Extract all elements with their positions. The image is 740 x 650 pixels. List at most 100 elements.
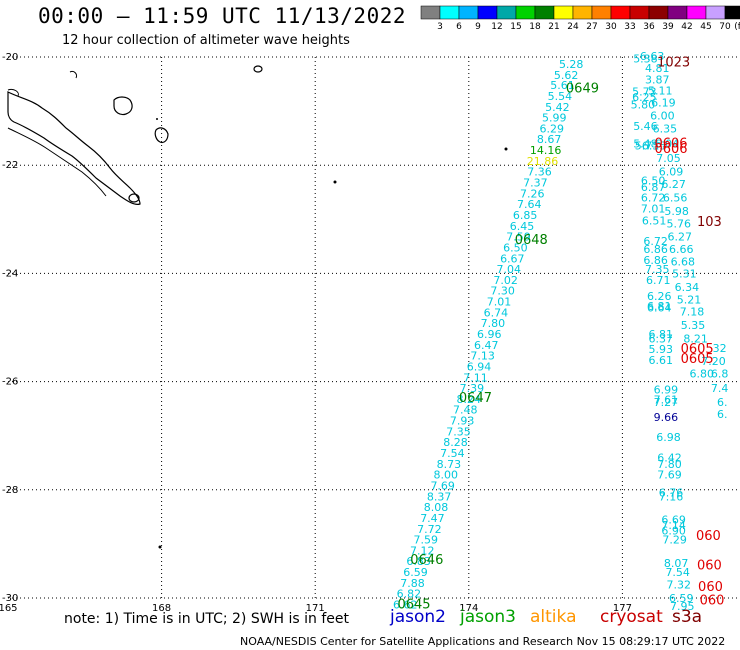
pass-time-label: 103 xyxy=(697,215,722,230)
latitude-label: -22 xyxy=(2,160,18,171)
coastline xyxy=(7,65,508,549)
legend-swatch xyxy=(648,5,669,20)
wave-height-value: 6.45 xyxy=(510,220,535,233)
wave-height-value: 7.59 xyxy=(506,231,531,244)
wave-height-value: 8.21 xyxy=(683,332,708,345)
wave-height-value: 6.64 xyxy=(647,301,672,314)
wave-height-value: 6.81 xyxy=(647,300,672,313)
islet-dot-3 xyxy=(158,545,162,549)
wave-height-value: 6.63 xyxy=(640,50,665,63)
wave-height-value: 8.73 xyxy=(437,458,462,471)
wave-height-value: 5.38 xyxy=(633,53,658,66)
wave-height-value: 7.05 xyxy=(656,152,681,165)
wave-height-value: 6.42 xyxy=(657,451,682,464)
wave-height-value: 5.48 xyxy=(633,138,658,151)
wave-height-value: 6.98 xyxy=(656,431,681,444)
wave-height-value: 5.42 xyxy=(545,101,570,114)
pass-time-labels: 0649064806470646064510230606060610306050… xyxy=(397,55,724,612)
mare-island xyxy=(154,127,169,144)
wave-height-value: 6.99 xyxy=(654,384,679,397)
wave-height-value: 6.66 xyxy=(669,243,694,256)
wave-height-value: 6.25 xyxy=(632,91,657,104)
wave-height-value: 5.99 xyxy=(542,112,567,125)
pass-time-label: 060 xyxy=(700,594,725,609)
wave-height-value: 6.69 xyxy=(661,514,686,527)
legend-tick-label: 42 xyxy=(681,22,692,32)
wave-height-value: 32 xyxy=(713,342,727,355)
wave-height-value: 6.19 xyxy=(651,96,676,109)
wave-height-value: 6.81 xyxy=(649,328,674,341)
wave-height-value: 6. xyxy=(717,396,728,409)
wave-height-value: 8.28 xyxy=(443,436,468,449)
wave-height-value: 6.09 xyxy=(659,166,684,179)
wave-height-value: 7.01 xyxy=(641,202,666,215)
wave-height-value: 6.67 xyxy=(500,252,525,265)
legend-swatch xyxy=(629,5,650,20)
satellite-jason3: jason3 xyxy=(460,607,516,627)
pass-time-label: 060 xyxy=(697,559,722,574)
pass-time-label: 0606 xyxy=(654,137,687,152)
wave-height-value: 6.59 xyxy=(403,566,428,579)
new-caledonia-coast xyxy=(7,91,141,205)
wave-height-value: 5.98 xyxy=(664,205,689,218)
small-islet-north xyxy=(253,65,263,73)
wave-height-value: 8.07 xyxy=(664,557,689,570)
loyalty-islands xyxy=(113,96,133,116)
wave-height-value: 8.67 xyxy=(537,133,562,146)
satellite-altika: altika xyxy=(530,607,577,627)
latitude-label: -20 xyxy=(2,52,18,63)
pass-time-label: 0645 xyxy=(397,597,430,612)
wave-height-value: 6.90 xyxy=(661,524,686,537)
latitude-label: -28 xyxy=(2,485,18,496)
wave-height-value: 7.80 xyxy=(481,317,506,330)
wave-height-value: 7.36 xyxy=(527,166,552,179)
wave-height-value: 6.27 xyxy=(667,231,692,244)
wave-height-value: 7.35 xyxy=(645,263,670,276)
pass-time-label: 0605 xyxy=(681,342,714,357)
wave-height-value: 5.28 xyxy=(559,58,584,71)
wave-height-value: 6.71 xyxy=(646,274,671,287)
pass-time-label: 1023 xyxy=(657,55,690,70)
legend-tick-label: 6 xyxy=(456,22,462,32)
islet-dot-2 xyxy=(333,180,337,184)
footer-credit: NOAA/NESDIS Center for Satellite Applica… xyxy=(240,635,726,648)
legend-swatch xyxy=(496,5,517,20)
wave-height-value: 5.73 xyxy=(632,86,657,99)
wave-height-value: 7.69 xyxy=(430,479,455,492)
wave-height-value: 7.4 xyxy=(711,382,729,395)
wave-height-value: 7.29 xyxy=(662,534,687,547)
wave-height-value: 6.86 xyxy=(643,243,668,256)
wave-height-value: 6.34 xyxy=(675,281,700,294)
wave-height-value: 6.47 xyxy=(474,339,499,352)
legend-tick-label: 33 xyxy=(624,22,635,32)
wave-height-value: 7.18 xyxy=(680,305,705,318)
satellite-jason2: jason2 xyxy=(390,607,446,627)
wave-height-value: 7.04 xyxy=(496,263,521,276)
islet-west-2 xyxy=(69,71,77,79)
wave-height-value: 8.24 xyxy=(457,393,482,406)
wave-height-value: 6.26 xyxy=(647,290,672,303)
wave-height-value: 6.59 xyxy=(669,592,694,605)
longitude-label: 168 xyxy=(152,603,171,614)
wave-height-value: 6.76 xyxy=(659,487,684,500)
legend-swatch xyxy=(705,5,726,20)
wave-height-value: 7.88 xyxy=(400,577,425,590)
wave-height-value: 8.00 xyxy=(434,469,459,482)
wave-height-value: 6.61 xyxy=(649,354,674,367)
legend-tick-label: 12 xyxy=(491,22,502,32)
wave-height-value: 5.61 xyxy=(550,79,575,92)
wave-height-value: 7.30 xyxy=(490,285,515,298)
wave-height-value: 6.82 xyxy=(397,588,422,601)
wave-height-value: 7.59 xyxy=(414,534,439,547)
wave-height-value: 5.31 xyxy=(672,267,697,280)
wave-height-value: 7.01 xyxy=(487,296,512,309)
wave-height-value: 7.48 xyxy=(453,404,478,417)
pass-time-label: 0649 xyxy=(566,81,599,96)
wave-height-value: 21.86 xyxy=(527,155,559,168)
satellite-s3a: s3a xyxy=(672,607,703,627)
wave-height-value: 7.35 xyxy=(446,425,471,438)
wave-height-value: 7.26 xyxy=(520,187,545,200)
pass-time-label: 0647 xyxy=(459,391,492,406)
wave-height-value: 5.62 xyxy=(554,69,579,82)
